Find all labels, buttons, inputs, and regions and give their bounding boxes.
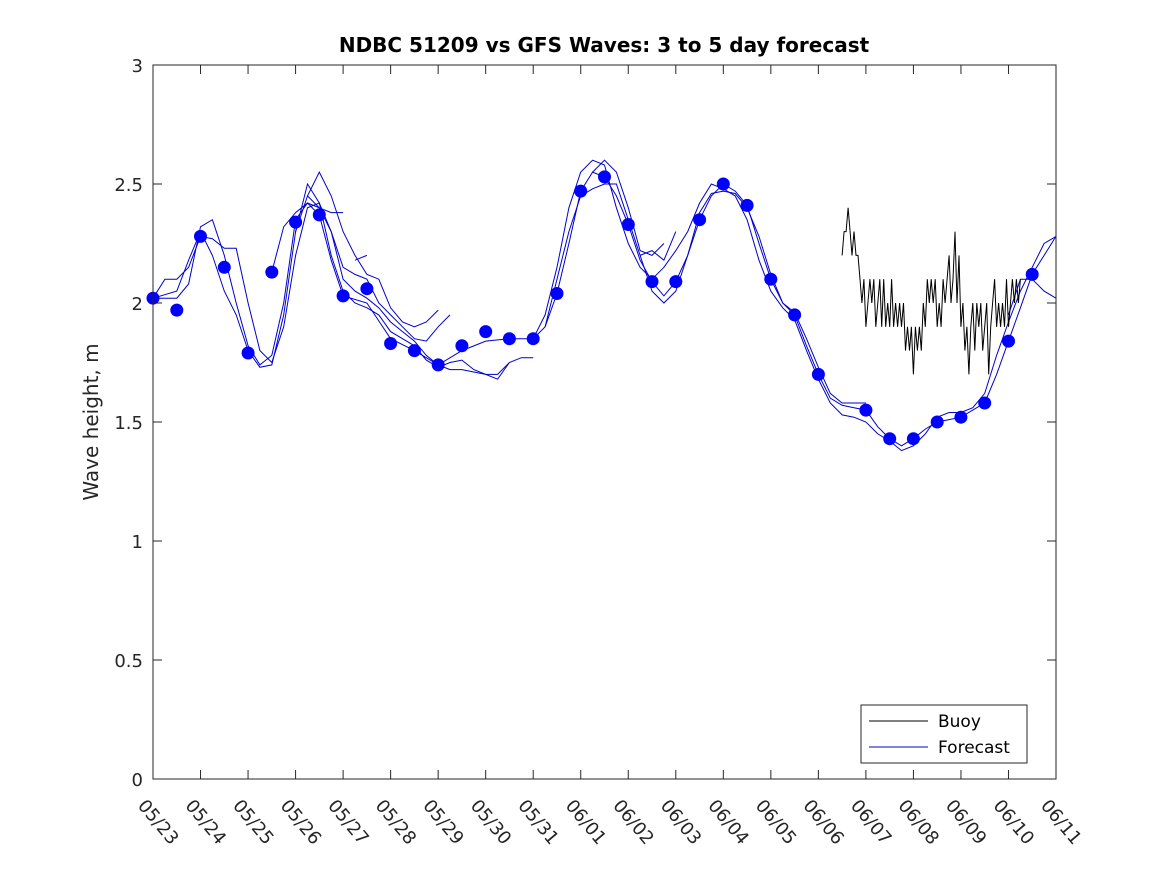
forecast-marker-25: [740, 198, 754, 212]
forecast-series-line-9: [544, 183, 866, 404]
buoy-series-line: [841, 207, 1021, 375]
forecast-marker-17: [550, 287, 564, 300]
y-tick-label: 1: [132, 532, 143, 553]
forecast-marker-7: [312, 208, 326, 222]
forecast-marker-33: [954, 410, 968, 424]
forecast-marker-11: [407, 344, 421, 358]
forecast-marker-15: [502, 332, 516, 346]
y-tick-label: 2: [132, 294, 143, 315]
forecast-marker-5: [265, 265, 279, 279]
forecast-marker-10: [384, 337, 398, 350]
forecast-marker-4: [241, 346, 255, 360]
forecast-marker-14: [479, 325, 493, 339]
y-axis: 0 0.5 1 1.5 2 2.5 3: [114, 56, 1056, 791]
forecast-marker-26: [764, 272, 778, 286]
y-tick-label: 2.5: [114, 175, 143, 196]
y-tick-label: 0.5: [114, 651, 143, 672]
forecast-series-line-6: [307, 195, 344, 214]
forecast-marker-30: [883, 432, 897, 446]
forecast-marker-22: [669, 275, 683, 289]
y-tick-label: 1.5: [114, 413, 143, 434]
forecast-marker-8: [336, 289, 350, 303]
legend-buoy-label: Buoy: [938, 712, 981, 732]
forecast-marker-34: [978, 396, 992, 410]
forecast-marker-28: [811, 367, 825, 381]
forecast-marker-6: [289, 215, 303, 229]
forecast-marker-13: [455, 339, 469, 353]
legend: Buoy Forecast: [860, 704, 1028, 764]
forecast-marker-31: [906, 432, 920, 446]
forecast-marker-32: [930, 415, 944, 429]
legend-box: [860, 704, 1028, 764]
forecast-marker-35: [1002, 334, 1015, 348]
legend-forecast-label: Forecast: [938, 738, 1010, 758]
forecast-marker-19: [598, 170, 611, 184]
y-axis-label: Wave height, m: [79, 343, 103, 500]
forecast-marker-9: [360, 282, 374, 296]
forecast-series-line-10: [592, 159, 665, 256]
y-tick-label: 3: [132, 56, 143, 77]
forecast-marker-29: [859, 403, 873, 417]
forecast-marker-21: [645, 275, 659, 289]
forecast-marker-2: [194, 229, 207, 243]
forecast-marker-24: [716, 177, 730, 191]
forecast-series-line-4: [271, 202, 451, 342]
forecast-marker-1: [170, 303, 184, 317]
forecast-marker-20: [621, 218, 635, 231]
marker-layer: [146, 170, 1039, 446]
chart-title: NDBC 51209 vs GFS Waves: 3 to 5 day fore…: [339, 33, 870, 57]
forecast-series-line-7: [354, 254, 368, 261]
forecast-marker-27: [788, 308, 802, 322]
forecast-marker-36: [1025, 267, 1039, 281]
forecast-marker-23: [693, 213, 707, 227]
forecast-marker-3: [217, 260, 231, 274]
y-tick-label: 0: [132, 770, 143, 791]
forecast-series-line-11: [639, 231, 677, 262]
forecast-series-line-5: [295, 170, 439, 328]
forecast-marker-12: [431, 358, 445, 372]
forecast-marker-16: [526, 332, 540, 346]
forecast-marker-18: [574, 184, 588, 198]
